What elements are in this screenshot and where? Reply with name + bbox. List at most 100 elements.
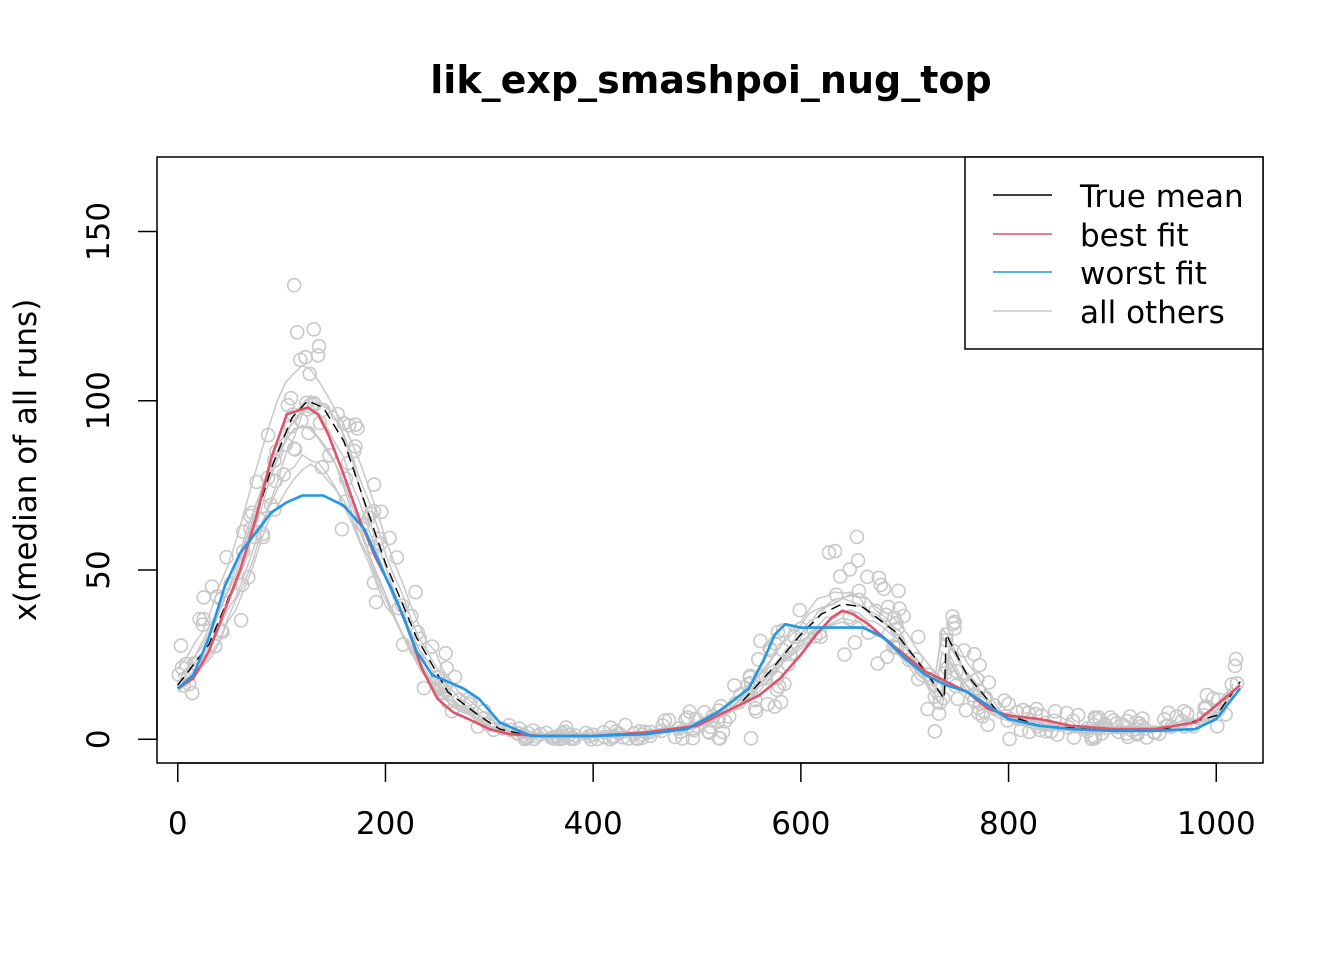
y-tick-label: 50 <box>81 550 117 589</box>
other-run-point <box>301 425 316 441</box>
other-run-point <box>781 657 796 672</box>
legend: True mean best fit worst fit all others <box>964 156 1264 350</box>
other-run-point <box>178 656 194 672</box>
y-tick-label: 150 <box>81 202 117 261</box>
other-run-point <box>444 703 460 719</box>
other-run-point <box>439 660 455 676</box>
other-run-point <box>176 678 192 693</box>
other-run-point <box>958 702 974 718</box>
other-run-point <box>947 614 962 630</box>
other-run-point <box>219 549 234 565</box>
other-run-point <box>1084 731 1099 746</box>
y-tick-label: 0 <box>81 729 117 749</box>
other-run-point <box>314 459 330 475</box>
other-run-point <box>204 579 220 594</box>
other-run-point <box>675 731 690 746</box>
other-run-point <box>1001 696 1016 712</box>
other-run-point <box>1196 707 1212 723</box>
other-run-point <box>366 575 382 590</box>
other-run-point <box>276 467 292 482</box>
other-run-point <box>1070 707 1086 723</box>
other-run-point <box>921 667 936 682</box>
other-run-point <box>927 689 943 705</box>
other-run-point <box>890 640 905 656</box>
other-run-point <box>821 545 837 560</box>
other-run-point <box>657 713 673 728</box>
other-run-point <box>832 569 848 584</box>
other-run-point <box>389 550 405 565</box>
other-run-point <box>1009 704 1025 720</box>
other-run-point <box>753 633 768 649</box>
other-run-point <box>775 623 791 638</box>
other-run-point <box>927 724 943 739</box>
other-run-point <box>302 366 318 382</box>
x-tick-label: 0 <box>168 806 188 842</box>
other-run-point <box>408 584 423 600</box>
other-run-point <box>980 717 996 733</box>
other-run-point <box>827 543 843 559</box>
series-line-true-mean <box>177 400 1241 737</box>
other-run-point <box>1002 731 1017 747</box>
other-run-point <box>557 724 573 740</box>
other-run-point <box>255 529 271 545</box>
other-run-point <box>747 700 763 716</box>
x-axis: 0 200 400 600 800 1000 <box>168 762 1256 842</box>
other-run-point <box>366 503 382 519</box>
other-run-point <box>395 637 411 652</box>
other-run-point <box>412 631 428 647</box>
legend-label-all-others: all others <box>1080 295 1225 331</box>
other-run-point <box>889 615 904 631</box>
other-run-point <box>391 600 407 616</box>
other-run-point <box>173 638 189 653</box>
other-run-point <box>621 730 636 746</box>
other-run-point <box>1034 708 1050 723</box>
other-run-line <box>177 426 1234 739</box>
x-tick-label: 400 <box>564 806 623 842</box>
y-axis-label: x(median of all runs) <box>8 299 44 622</box>
other-run-point <box>340 455 356 471</box>
legend-label-best-fit: best fit <box>1080 218 1189 254</box>
legend-label-true-mean: True mean <box>1079 179 1244 215</box>
series-layer <box>176 400 1242 738</box>
other-run-point <box>891 583 906 599</box>
other-run-point <box>366 477 382 492</box>
legend-box <box>964 156 1264 350</box>
other-run-point <box>1119 726 1135 741</box>
other-run-point <box>424 639 440 654</box>
other-run-point <box>792 602 808 618</box>
other-run-point <box>286 277 302 293</box>
other-run-point <box>336 416 352 431</box>
other-run-point <box>847 635 863 650</box>
other-run-point <box>871 570 887 586</box>
other-run-point <box>306 321 322 337</box>
other-run-point <box>233 612 249 628</box>
other-run-point <box>910 629 926 645</box>
other-run-point <box>931 706 947 722</box>
other-run-point <box>350 421 365 436</box>
other-run-point <box>711 730 727 746</box>
other-run-point <box>947 621 962 636</box>
other-run-point <box>495 721 511 736</box>
series-line-worst-fit <box>176 494 1242 738</box>
other-run-point <box>447 669 463 685</box>
other-run-point <box>1176 703 1192 719</box>
other-run-point <box>1028 706 1043 722</box>
other-run-line <box>177 409 1234 739</box>
other-run-point <box>997 693 1012 708</box>
other-run-point <box>981 675 997 690</box>
other-run-point <box>404 608 419 624</box>
other-run-point <box>278 437 294 452</box>
y-axis: 0 50 100 150 <box>81 202 158 749</box>
other-run-point <box>1227 658 1243 674</box>
other-run-point <box>346 443 362 459</box>
other-run-point <box>416 680 432 696</box>
other-run-point <box>280 397 296 413</box>
other-run-point <box>373 504 389 520</box>
other-run-point <box>1229 676 1245 691</box>
other-run-line <box>177 463 1234 739</box>
other-run-line <box>177 424 1234 739</box>
other-run-point <box>901 652 917 668</box>
other-run-point <box>685 730 701 746</box>
other-run-point <box>438 645 454 661</box>
